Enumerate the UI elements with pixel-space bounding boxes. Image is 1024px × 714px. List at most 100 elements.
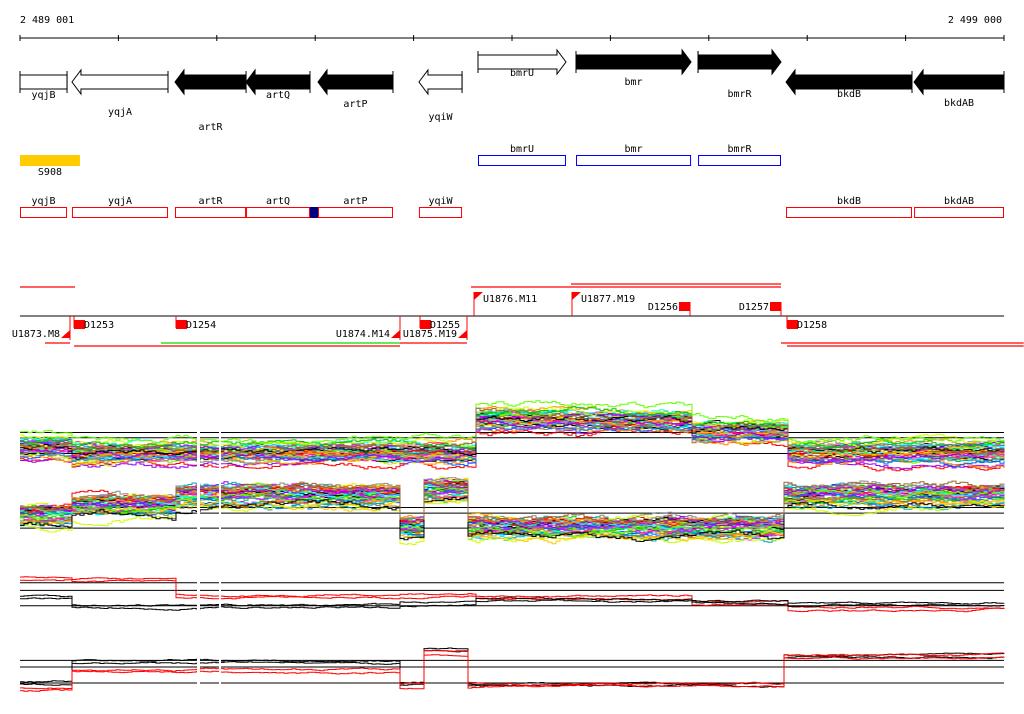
operon-box-bmrU (477, 155, 566, 166)
coordinate-ruler (19, 35, 1005, 41)
downshift-block-icon (787, 320, 798, 329)
upshift-label: U1873.M8 (12, 329, 60, 340)
gene-arrow-yqjB (19, 74, 68, 90)
data-gap (197, 396, 200, 476)
profile-series-line (20, 407, 1005, 455)
gene-box-yqjB (20, 207, 68, 218)
gene-box-label: artQ (266, 196, 290, 207)
profile-series-line (20, 489, 1005, 534)
ruler-start-label: 2 489 001 (20, 15, 74, 26)
gene-box-label: artP (343, 196, 367, 207)
gene-box-label: artR (198, 196, 223, 207)
gene-arrow-bkdAB (913, 68, 1005, 96)
gene-arrow-yqjA (71, 68, 169, 96)
downshift-label: D1253 (84, 320, 114, 331)
transcription-feature-track: U1873.M8 D1253 D1254 U1874.M14 D1255U1875.M1… (12, 283, 1024, 347)
gene-label: artR (198, 122, 223, 133)
gene-box-label: yqjA (108, 196, 132, 207)
gene-label: bmr (625, 77, 643, 88)
profile-series-red (20, 650, 1004, 690)
gene-box-label: yqiW (428, 196, 453, 207)
gene-label: artP (343, 99, 367, 110)
data-gap (219, 396, 221, 476)
gene-label: bmrU (510, 68, 534, 79)
profile-series-red (20, 576, 1005, 610)
data-gap (219, 627, 221, 707)
regulatory-label: S908 (38, 167, 62, 178)
gene-label: bkdB (837, 89, 861, 100)
gene-arrow-bmr (575, 48, 692, 76)
profile-series-line (20, 500, 1005, 545)
upshift-flag-icon (572, 292, 581, 300)
gene-label: yqjA (108, 107, 132, 118)
upshift-label: U1877.M19 (581, 294, 635, 305)
gene-box-yqiW (418, 207, 463, 218)
gene-arrow-yqiW (418, 68, 463, 96)
gene-box-yqjA (71, 207, 169, 218)
data-gap (197, 627, 200, 707)
downshift-block-icon (420, 320, 431, 329)
operon-box-bmr (576, 155, 692, 166)
gene-box-artP (317, 207, 393, 218)
annotation-tracks: S908 bmrU bmr bmrR yqjB yqjA artR artQ artP yqiW b… (20, 144, 1004, 218)
profile-series-line (20, 480, 1005, 525)
gene-arrow-bmrU (477, 48, 567, 76)
gene-box-label: bkdB (837, 196, 861, 207)
upshift-label: U1876.M11 (483, 294, 537, 305)
data-gap (197, 557, 200, 637)
operon-box-bmrR (698, 155, 782, 166)
gene-box-artR (174, 207, 247, 218)
profile-series-line (20, 408, 1005, 453)
gene-box-bkdB (786, 207, 912, 218)
profile-series-line (20, 498, 1005, 545)
profile-series-red (20, 579, 1005, 613)
downshift-label: D1256 (648, 302, 678, 313)
gene-box-bkdAB (914, 207, 1004, 218)
downshift-label: D1258 (797, 320, 827, 331)
profile-series-line (20, 496, 1005, 542)
gene-label: artQ (266, 90, 290, 101)
profile-series-black (20, 647, 1005, 686)
ruler-end-label: 2 499 000 (948, 15, 1002, 26)
profile-series-black (20, 594, 1005, 607)
downshift-label: D1254 (186, 320, 216, 331)
profile-series-line (20, 486, 1005, 537)
downshift-block-icon (74, 320, 85, 329)
gene-label: yqjB (31, 90, 55, 101)
profile-series-red (20, 654, 1005, 692)
gene-box-artQ (246, 207, 311, 218)
gene-box-label: bkdAB (944, 196, 974, 207)
gene-label: bmrR (727, 89, 752, 100)
gene-label: yqiW (428, 112, 453, 123)
profile-series-line (20, 425, 1005, 469)
gene-box-label: yqjB (31, 196, 55, 207)
operon-label: bmr (625, 144, 643, 155)
upshift-flag-icon (391, 330, 400, 338)
upshift-flag-icon (474, 292, 483, 300)
downshift-label: D1257 (739, 302, 769, 313)
operon-label: bmrU (510, 144, 534, 155)
expression-profile-plots (20, 396, 1005, 707)
upshift-flag-icon (61, 330, 70, 338)
profile-series-line (20, 428, 1005, 472)
downshift-label: D1255 (430, 320, 460, 331)
upshift-label: U1875.M19 (403, 329, 457, 340)
gene-arrow-bmrR (697, 48, 782, 76)
profile-series-line (20, 414, 1005, 460)
profile-series-line (20, 418, 1004, 464)
profile-series-line (20, 496, 1005, 543)
upshift-label: U1874.M14 (336, 329, 390, 340)
data-gap (197, 467, 200, 548)
gene-arrow-artP (317, 68, 394, 96)
operon-label: bmrR (727, 144, 752, 155)
regulatory-site-S908 (20, 155, 80, 166)
profile-series-line (20, 400, 1005, 446)
data-gap (219, 467, 221, 548)
downshift-block-icon (679, 302, 690, 311)
marker-block (310, 207, 318, 218)
profile-series-black (20, 597, 1005, 611)
downshift-block-icon (770, 302, 781, 311)
gene-track: yqjB yqjA artR artQ artP yqiW bmrU bmr bmrR bkdB b… (19, 48, 1005, 133)
upshift-flag-icon (458, 330, 467, 338)
